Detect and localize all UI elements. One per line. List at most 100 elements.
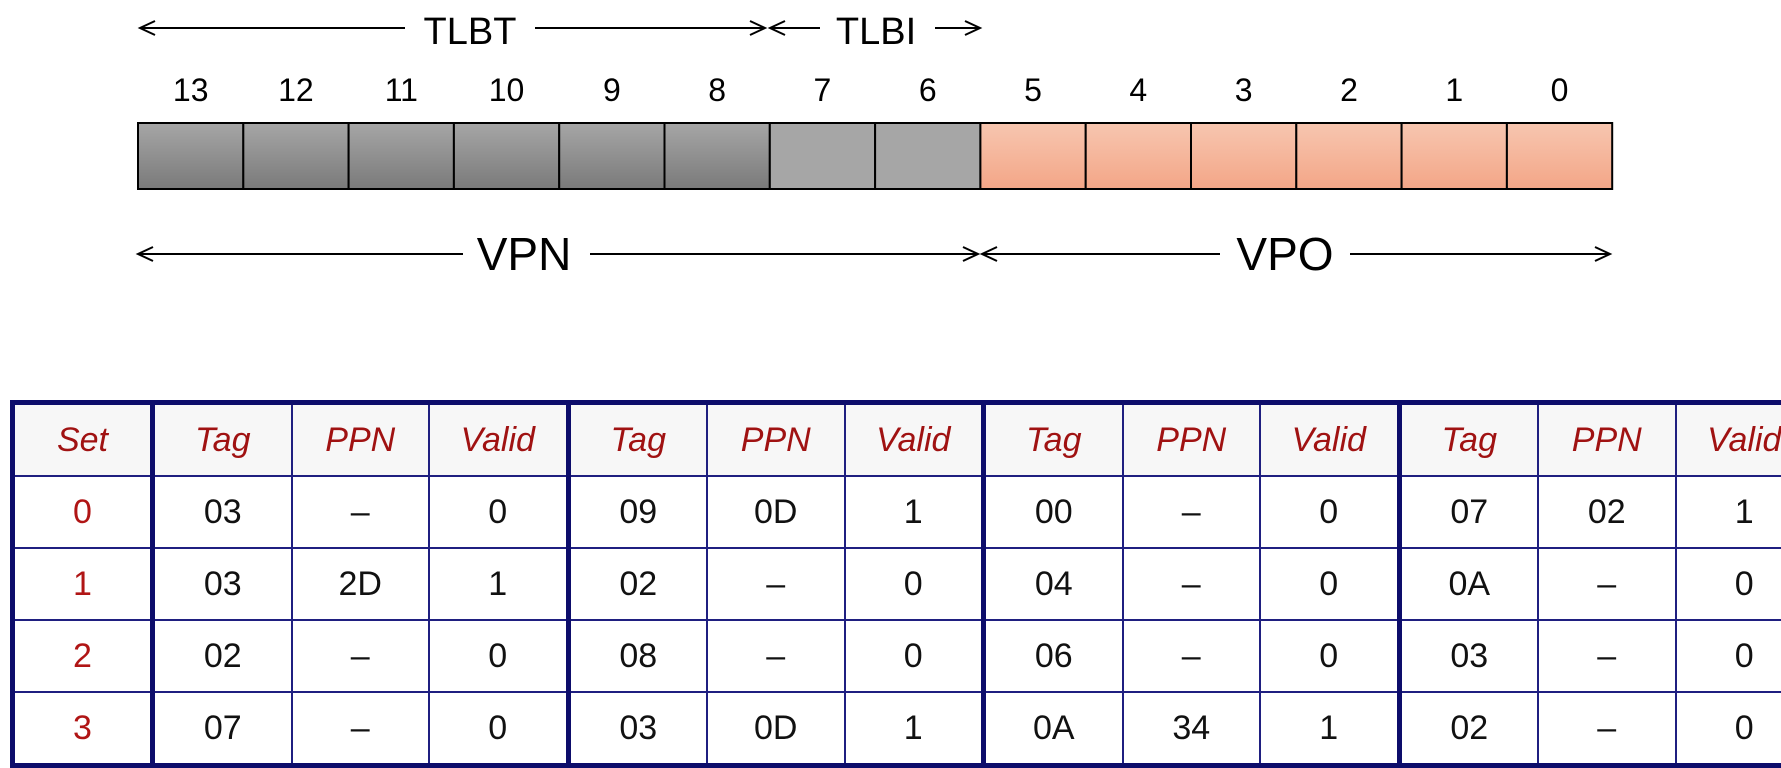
table-cell: – xyxy=(707,620,845,692)
table-cell: 0 xyxy=(1260,476,1399,548)
header-tag: Tag xyxy=(984,403,1123,477)
table-cell: 0 xyxy=(429,476,568,548)
bit-cells xyxy=(138,123,1612,189)
bit-cell-7 xyxy=(770,123,875,189)
table-cell: – xyxy=(292,692,430,766)
bit-cell-5 xyxy=(980,123,1085,189)
bit-cell-4 xyxy=(1086,123,1191,189)
table-cell: 0A xyxy=(1399,548,1538,620)
header-valid: Valid xyxy=(1676,403,1781,477)
bit-cell-6 xyxy=(875,123,980,189)
header-ppn: PPN xyxy=(1538,403,1676,477)
table-cell: – xyxy=(1538,692,1676,766)
table-cell: 1 xyxy=(1260,692,1399,766)
table-cell: – xyxy=(1538,548,1676,620)
bit-cell-9 xyxy=(559,123,664,189)
table-cell: – xyxy=(1123,620,1261,692)
set-index: 3 xyxy=(13,692,153,766)
table-cell: 34 xyxy=(1123,692,1261,766)
bit-cell-8 xyxy=(665,123,770,189)
table-cell: 1 xyxy=(845,692,984,766)
table-cell: 0 xyxy=(1676,692,1781,766)
header-valid: Valid xyxy=(1260,403,1399,477)
bit-number-13: 13 xyxy=(173,72,209,108)
table-cell: – xyxy=(292,620,430,692)
set-index: 2 xyxy=(13,620,153,692)
vpn-label: VPN xyxy=(477,228,572,280)
table-cell: 00 xyxy=(984,476,1123,548)
table-cell: – xyxy=(707,548,845,620)
table-cell: 0 xyxy=(845,548,984,620)
bit-number-5: 5 xyxy=(1024,72,1042,108)
header-ppn: PPN xyxy=(707,403,845,477)
bit-number-11: 11 xyxy=(385,72,418,108)
header-tag: Tag xyxy=(568,403,707,477)
bit-cell-13 xyxy=(138,123,243,189)
table-cell: 0D xyxy=(707,692,845,766)
bit-number-8: 8 xyxy=(708,72,726,108)
set-index: 0 xyxy=(13,476,153,548)
table-cell: 0 xyxy=(1260,548,1399,620)
table-cell: 08 xyxy=(568,620,707,692)
bit-cell-12 xyxy=(243,123,348,189)
bit-number-1: 1 xyxy=(1445,72,1463,108)
table-cell: 03 xyxy=(153,548,292,620)
table-cell: 02 xyxy=(568,548,707,620)
table-cell: 07 xyxy=(1399,476,1538,548)
table-cell: – xyxy=(1538,620,1676,692)
header-tag: Tag xyxy=(1399,403,1538,477)
table-cell: – xyxy=(1123,548,1261,620)
bit-cell-10 xyxy=(454,123,559,189)
bit-number-4: 4 xyxy=(1129,72,1147,108)
table-cell: 1 xyxy=(845,476,984,548)
bit-number-2: 2 xyxy=(1340,72,1358,108)
table-cell: 1 xyxy=(429,548,568,620)
table-cell: 07 xyxy=(153,692,292,766)
header-ppn: PPN xyxy=(1123,403,1261,477)
table-cell: 0 xyxy=(1260,620,1399,692)
bit-cell-0 xyxy=(1507,123,1612,189)
table-cell: 0D xyxy=(707,476,845,548)
table-cell: 02 xyxy=(153,620,292,692)
vpo-label: VPO xyxy=(1236,228,1333,280)
table-cell: – xyxy=(292,476,430,548)
header-valid: Valid xyxy=(845,403,984,477)
bit-number-3: 3 xyxy=(1235,72,1253,108)
table-cell: 0 xyxy=(1676,548,1781,620)
table-cell: 04 xyxy=(984,548,1123,620)
header-ppn: PPN xyxy=(292,403,430,477)
table-cell: 03 xyxy=(153,476,292,548)
tlbi-label: TLBI xyxy=(836,11,916,53)
table-cell: 03 xyxy=(568,692,707,766)
bit-number-10: 10 xyxy=(489,72,525,108)
table-cell: 0 xyxy=(1676,620,1781,692)
bit-number-7: 7 xyxy=(814,72,832,108)
bit-cell-11 xyxy=(349,123,454,189)
bit-cell-1 xyxy=(1402,123,1507,189)
header-valid: Valid xyxy=(429,403,568,477)
bit-number-9: 9 xyxy=(603,72,621,108)
bit-number-0: 0 xyxy=(1551,72,1569,108)
table-cell: 03 xyxy=(1399,620,1538,692)
table-cell: 06 xyxy=(984,620,1123,692)
table-cell: 1 xyxy=(1676,476,1781,548)
header-tag: Tag xyxy=(153,403,292,477)
table-cell: 0 xyxy=(429,692,568,766)
bit-number-6: 6 xyxy=(919,72,937,108)
header-set: Set xyxy=(13,403,153,477)
set-index: 1 xyxy=(13,548,153,620)
bit-number-12: 12 xyxy=(278,72,314,108)
table-cell: 02 xyxy=(1538,476,1676,548)
table-cell: 02 xyxy=(1399,692,1538,766)
bit-cell-3 xyxy=(1191,123,1296,189)
table-cell: 0A xyxy=(984,692,1123,766)
table-cell: 0 xyxy=(429,620,568,692)
